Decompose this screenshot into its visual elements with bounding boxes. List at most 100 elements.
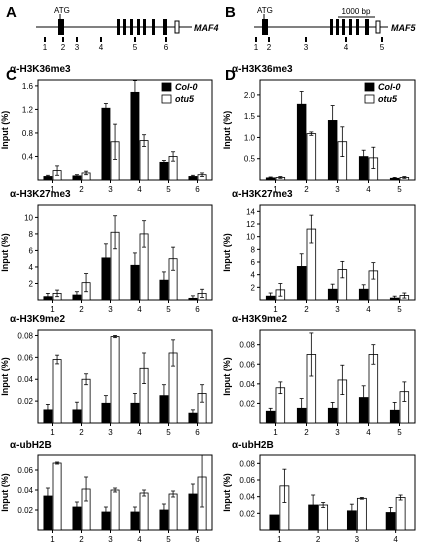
bar xyxy=(52,359,62,424)
y-tick-label: 0.02 xyxy=(239,399,255,408)
site-mark xyxy=(381,37,383,42)
legend-swatch xyxy=(364,94,375,104)
x-tick-label: 4 xyxy=(366,428,371,437)
y-tick-label: 0.02 xyxy=(17,506,33,515)
y-tick-label: 0.06 xyxy=(239,476,255,485)
chart-c3: α-H3K9me2 0.02 0.04 0.06 0.08 Input (%) 1 2 3 4 5 6 xyxy=(0,314,213,437)
y-tick-label: 2 xyxy=(251,283,256,292)
y-tick-label: 6 xyxy=(29,246,34,255)
x-tick-label: 4 xyxy=(137,185,142,194)
atg-label: ATG xyxy=(54,6,70,15)
y-tick-label: 4 xyxy=(29,263,34,272)
plot-frame xyxy=(37,454,213,531)
bar xyxy=(110,489,120,531)
site-label: 4 xyxy=(344,43,349,52)
y-tick-label: 0.06 xyxy=(239,360,255,369)
y-tick-label: 10 xyxy=(246,233,255,242)
atg-label: ATG xyxy=(257,6,273,15)
y-tick-label: 4 xyxy=(251,271,256,280)
exon xyxy=(174,20,180,34)
gene-diagram-maf5: ATG 1000 bp MAF5 1 2 3 4 5 xyxy=(254,6,417,52)
panel-letter-b: B xyxy=(225,4,236,21)
legend-label: otu5 xyxy=(175,94,195,104)
x-tick-label: 1 xyxy=(50,535,55,544)
y-axis-label: Input (%) xyxy=(0,111,10,150)
y-tick-label: 0.04 xyxy=(239,493,255,502)
site-mark xyxy=(134,37,136,42)
exon xyxy=(356,19,359,35)
x-tick-label: 1 xyxy=(50,305,55,314)
x-tick-label: 5 xyxy=(166,535,171,544)
chart-title: α-H3K9me2 xyxy=(10,314,65,325)
bar xyxy=(101,107,111,181)
x-tick-label: 6 xyxy=(195,428,200,437)
bar xyxy=(81,378,91,424)
exon xyxy=(262,19,268,35)
plot-frame xyxy=(259,454,416,531)
x-tick-label: 5 xyxy=(166,428,171,437)
bar xyxy=(318,504,329,531)
chart-d4: α-ubH2B 0.02 0.04 0.06 0.08 Input (%) 1 2 3 4 xyxy=(222,440,416,544)
y-tick-label: 1.0 xyxy=(244,133,256,142)
plot-frame xyxy=(37,329,213,424)
x-tick-label: 2 xyxy=(304,185,309,194)
y-tick-label: 0.02 xyxy=(17,397,33,406)
plot-frame xyxy=(37,204,213,301)
chart-c2: α-H3K27me3 2 4 6 8 10 Input (%) 1 2 3 4 5 6 xyxy=(0,189,213,314)
x-tick-label: 2 xyxy=(316,535,321,544)
gene-label-maf5: MAF5 xyxy=(391,23,416,33)
y-tick-label: 12 xyxy=(246,220,255,229)
legend-label: Col-0 xyxy=(175,82,198,92)
x-tick-label: 3 xyxy=(108,305,113,314)
y-tick-label: 0.5 xyxy=(244,155,256,164)
x-tick-label: 3 xyxy=(108,428,113,437)
x-tick-label: 1 xyxy=(50,185,55,194)
site-mark xyxy=(76,37,78,42)
y-tick-label: 0.02 xyxy=(239,509,255,518)
gene-label-maf4: MAF4 xyxy=(194,23,219,33)
bar xyxy=(139,492,149,531)
y-tick-label: 0.08 xyxy=(239,459,255,468)
y-axis-label: Input (%) xyxy=(0,357,10,396)
site-mark xyxy=(100,37,102,42)
x-tick-label: 4 xyxy=(137,535,142,544)
exon xyxy=(137,19,140,35)
x-tick-label: 2 xyxy=(79,535,84,544)
y-tick-label: 0.08 xyxy=(17,331,33,340)
y-tick-label: 0.04 xyxy=(17,486,33,495)
exon xyxy=(117,19,120,35)
scale-bar-label: 1000 bp xyxy=(342,7,371,16)
x-tick-label: 4 xyxy=(366,305,371,314)
y-tick-label: 0.4 xyxy=(22,152,34,161)
y-axis-label: Input (%) xyxy=(0,473,10,512)
chart-d3: α-H3K9me2 0.02 0.04 0.06 0.08 Input (%) 1 2 3 4 5 xyxy=(222,314,416,437)
exon xyxy=(163,19,167,35)
x-tick-label: 1 xyxy=(277,535,282,544)
y-axis-label: Input (%) xyxy=(222,111,232,150)
site-label: 3 xyxy=(304,43,309,52)
legend-label: Col-0 xyxy=(378,82,401,92)
exon xyxy=(342,19,345,35)
bar xyxy=(356,497,367,531)
y-tick-label: 2.0 xyxy=(244,91,256,100)
chart-title: α-ubH2B xyxy=(10,440,52,451)
y-axis-label: Input (%) xyxy=(0,233,10,272)
legend-swatch xyxy=(364,82,375,92)
bar xyxy=(130,91,140,181)
panel-letter-a: A xyxy=(6,4,17,21)
y-axis-label: Input (%) xyxy=(222,473,232,512)
y-tick-label: 1.2 xyxy=(22,105,34,114)
chart-title: α-H3K27me3 xyxy=(232,189,293,200)
chart-title: α-ubH2B xyxy=(232,440,274,451)
y-tick-label: 0.06 xyxy=(17,353,33,362)
x-tick-label: 3 xyxy=(335,428,340,437)
x-tick-label: 3 xyxy=(108,185,113,194)
exon xyxy=(375,20,381,34)
chart-title: α-H3K9me2 xyxy=(232,314,287,325)
x-tick-label: 3 xyxy=(108,535,113,544)
bar xyxy=(269,514,280,531)
bar xyxy=(159,161,169,181)
site-mark xyxy=(305,37,307,42)
site-label: 1 xyxy=(43,43,48,52)
